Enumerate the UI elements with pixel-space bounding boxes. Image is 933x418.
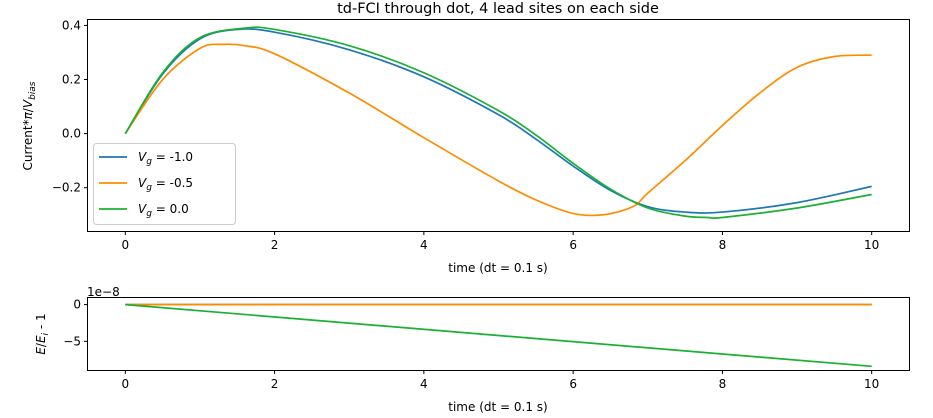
bottom-x-axis-label: time (dt = 0.1 s)	[448, 400, 547, 414]
bottom-y-axis-label: E/Ei - 1	[34, 313, 51, 354]
x-tick-label: 0	[121, 377, 129, 391]
y-tick-label: −5	[63, 334, 81, 348]
current-plot: td-FCI through dot, 4 lead sites on each…	[21, 1, 910, 275]
y-tick-label: −0.2	[52, 181, 81, 195]
bottom-plot-frame	[87, 297, 910, 371]
x-tick-label: 2	[271, 238, 279, 252]
legend-label: Vg = -0.5	[138, 176, 193, 193]
legend-frame	[93, 143, 236, 225]
y-tick-label: 0.0	[62, 127, 81, 141]
x-tick-label: 8	[719, 238, 727, 252]
x-tick-label: 0	[121, 238, 129, 252]
y-tick-label: 0.2	[62, 73, 81, 87]
chart-title: td-FCI through dot, 4 lead sites on each…	[337, 1, 659, 17]
bottom-axis-ticks: 0 2 4 6 8 10 −5 0	[63, 298, 879, 391]
top-plot-frame	[87, 19, 910, 232]
energy-plot: 1e−8 0 2 4 6 8 10 −5 0 time (dt = 0.1 s) E/Ei -…	[34, 285, 910, 414]
top-series-lines	[124, 26, 872, 220]
y-tick-label: 0.4	[62, 18, 81, 32]
x-tick-label: 6	[569, 238, 577, 252]
x-tick-label: 4	[420, 238, 428, 252]
x-tick-label: 4	[420, 377, 428, 391]
offset-text: 1e−8	[87, 285, 120, 299]
series-line-3	[125, 303, 872, 368]
x-tick-label: 10	[864, 377, 879, 391]
legend-label: Vg = 0.0	[138, 202, 189, 219]
x-tick-label: 8	[719, 377, 727, 391]
x-tick-label: 2	[271, 377, 279, 391]
legend-label: Vg = -1.0	[138, 150, 193, 167]
series-line-3	[124, 26, 872, 220]
legend: Vg = -1.0 Vg = -0.5 Vg = 0.0	[93, 143, 236, 225]
x-tick-label: 10	[864, 238, 879, 252]
top-y-axis-label: Current*π/Vbias	[21, 81, 38, 170]
x-tick-label: 6	[569, 377, 577, 391]
series-line-2	[124, 43, 872, 217]
y-tick-label: 0	[73, 298, 81, 312]
top-x-axis-label: time (dt = 0.1 s)	[448, 261, 547, 275]
bottom-series-lines	[125, 303, 872, 368]
